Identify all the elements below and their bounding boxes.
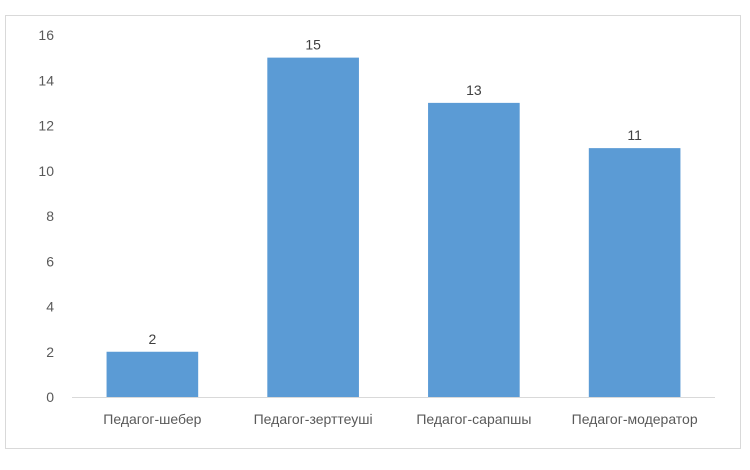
x-tick-label: Педагог-модератор <box>572 411 698 427</box>
data-labels: 2 15 13 11 <box>148 37 642 347</box>
bar <box>588 148 681 397</box>
data-label: 13 <box>466 82 482 98</box>
y-axis-ticks: 0 2 4 6 8 10 12 14 16 <box>38 27 54 405</box>
y-tick-label: 4 <box>46 299 54 315</box>
bar <box>267 57 359 397</box>
y-tick-label: 0 <box>46 389 54 405</box>
x-tick-label: Педагог-шебер <box>103 411 201 427</box>
x-tick-label: Педагог-сарапшы <box>416 411 531 427</box>
data-label: 11 <box>627 127 642 143</box>
y-tick-label: 6 <box>46 253 54 269</box>
data-label: 15 <box>305 37 321 53</box>
y-tick-label: 10 <box>38 163 54 179</box>
bar <box>106 351 199 397</box>
data-label: 2 <box>148 331 156 347</box>
x-tick-label: Педагог-зерттеуші <box>254 411 373 427</box>
y-tick-label: 14 <box>38 72 54 88</box>
y-tick-label: 8 <box>46 208 54 224</box>
bar <box>428 102 520 397</box>
y-tick-label: 16 <box>38 27 54 43</box>
bars <box>106 57 681 397</box>
x-axis-labels: Педагог-шебер Педагог-зерттеуші Педагог-са… <box>103 411 698 427</box>
y-tick-label: 2 <box>46 344 54 360</box>
y-tick-label: 12 <box>38 118 54 134</box>
